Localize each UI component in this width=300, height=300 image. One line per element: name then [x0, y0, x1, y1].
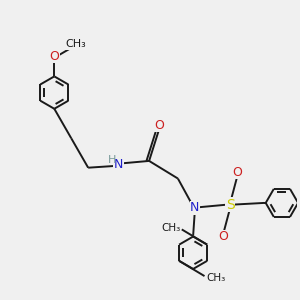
Text: O: O — [232, 166, 242, 179]
Text: CH₃: CH₃ — [161, 223, 180, 232]
Text: O: O — [219, 230, 229, 243]
Text: N: N — [114, 158, 123, 171]
Text: CH₃: CH₃ — [206, 273, 225, 283]
Text: H: H — [108, 155, 116, 165]
Text: N: N — [190, 202, 200, 214]
Text: S: S — [226, 198, 235, 212]
Text: O: O — [50, 50, 59, 63]
Text: O: O — [154, 119, 164, 132]
Text: CH₃: CH₃ — [66, 39, 86, 50]
